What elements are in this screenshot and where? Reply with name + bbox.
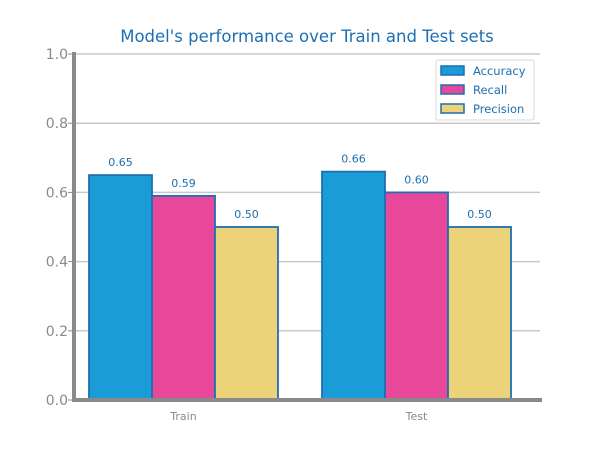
y-tick-label: 0.6 [46,185,68,201]
legend-label-recall: Recall [473,83,507,97]
data-label-accuracy-test: 0.66 [341,153,366,166]
y-tick-labels: 0.0 0.2 0.4 0.6 0.8 1.0 [46,47,74,409]
axes [72,52,542,402]
data-label-precision-train: 0.50 [234,208,259,221]
x-tick-label-test: Test [405,410,428,423]
bar-precision-test [447,226,512,401]
legend-label-precision: Precision [473,102,524,116]
bars [88,170,512,401]
y-tick-label: 0.8 [46,116,68,132]
x-tick-label-train: Train [169,410,196,423]
y-tick-label: 0.4 [46,255,68,271]
data-label-recall-train: 0.59 [171,177,196,190]
bar-recall-train [151,194,216,401]
legend: Accuracy Recall Precision [435,59,535,121]
legend-swatch-precision [440,103,465,114]
bar-recall-test [384,191,449,401]
y-tick-label: 0.2 [46,324,68,340]
legend-swatch-accuracy [440,65,465,76]
y-tick-label: 1.0 [46,47,68,63]
bar-precision-train [214,226,279,401]
x-tick-labels: Train Test [169,410,428,423]
bar-accuracy-train [88,174,153,401]
data-label-recall-test: 0.60 [404,173,429,186]
data-label-accuracy-train: 0.65 [108,156,133,169]
legend-swatch-recall [440,84,465,95]
bar-accuracy-test [321,170,386,401]
legend-label-accuracy: Accuracy [473,64,526,78]
y-tick-label: 0.0 [46,393,68,409]
chart-title: Model's performance over Train and Test … [120,27,494,46]
data-label-precision-test: 0.50 [467,208,492,221]
data-labels: 0.65 0.59 0.50 0.66 0.60 0.50 [108,153,492,221]
